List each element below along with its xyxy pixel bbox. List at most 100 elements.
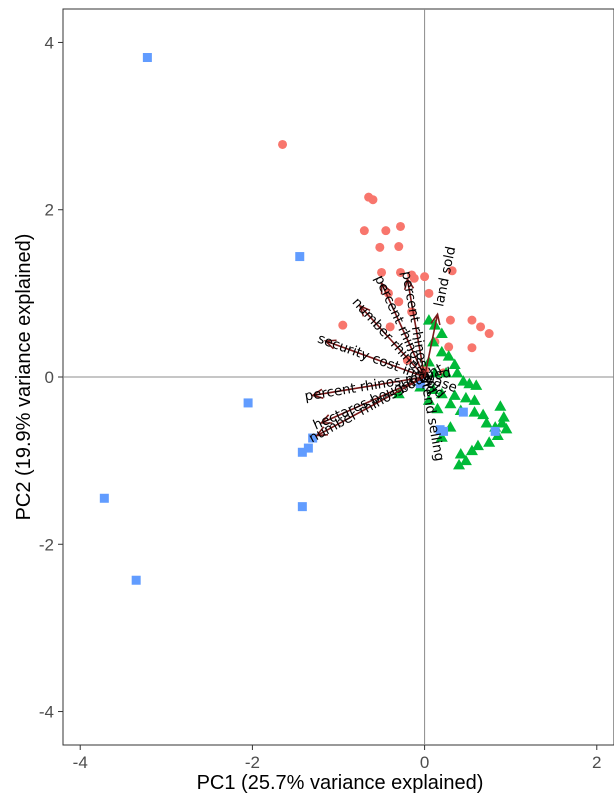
loading-vector-arrowhead: [380, 281, 391, 295]
loading-vector-line: [325, 340, 425, 378]
data-point-triangle: [392, 387, 405, 399]
data-point-circle: [394, 242, 404, 252]
data-point-triangle: [448, 358, 461, 369]
data-point-triangle: [444, 397, 457, 409]
data-point-triangle: [459, 454, 472, 466]
data-point-triangle: [463, 377, 476, 389]
data-point-triangle: [500, 422, 513, 434]
data-point-triangle: [442, 350, 455, 361]
data-point-triangle: [435, 387, 448, 399]
y-tick-label: -2: [39, 535, 54, 554]
data-point-circle: [402, 355, 412, 365]
data-point-triangle: [480, 417, 493, 428]
x-tick-label: -2: [245, 753, 260, 772]
data-point-triangle: [496, 417, 509, 428]
data-point-circle: [338, 320, 348, 330]
data-point-triangle: [427, 383, 440, 395]
data-point-circle: [375, 242, 385, 252]
data-point-triangle: [454, 447, 467, 459]
data-point-square: [295, 252, 305, 262]
data-point-square: [303, 443, 313, 453]
data-point-triangle: [468, 406, 481, 417]
x-axis-title: PC1 (25.7% variance explained): [197, 772, 484, 794]
data-point-triangle: [422, 355, 435, 367]
data-point-triangle: [448, 389, 461, 400]
data-point-triangle: [470, 379, 483, 390]
y-tick-label: -4: [39, 703, 54, 722]
zero-lines: [63, 9, 614, 745]
loading-vector-arrowhead: [403, 277, 415, 291]
data-point-circle: [394, 297, 404, 307]
data-point-square: [439, 426, 449, 436]
data-point-triangle: [428, 366, 441, 378]
data-point-triangle: [435, 431, 448, 442]
data-point-circle: [278, 139, 288, 149]
data-point-circle: [385, 322, 395, 332]
loading-vector-line: [320, 376, 425, 424]
loading-vector-arrowhead: [310, 388, 324, 399]
data-point-circle: [381, 226, 391, 236]
y-axis-title: PC2 (19.9% variance explained): [13, 234, 35, 521]
data-point-circle: [420, 272, 430, 282]
data-point-triangle: [422, 394, 435, 405]
data-point-circle: [359, 226, 369, 236]
data-point-triangle: [459, 391, 472, 403]
loading-vector-label: land sold: [431, 245, 459, 308]
data-point-circle: [476, 322, 486, 332]
data-point-square: [142, 53, 152, 63]
data-point-circle: [445, 315, 455, 325]
data-point-triangle: [468, 394, 481, 405]
data-point-square: [415, 379, 425, 389]
data-point-square: [308, 433, 318, 443]
loading-vector-arrowhead: [430, 312, 441, 326]
data-point-square: [131, 575, 141, 585]
data-point-circle: [444, 342, 454, 352]
data-point-circle: [383, 288, 393, 298]
data-point-triangle: [465, 444, 478, 456]
data-point-triangle: [427, 335, 440, 347]
data-point-square: [490, 426, 500, 436]
axis-ticks: -4 -2 0 2 4 2 0 -2 -4: [39, 33, 602, 772]
data-point-triangle: [483, 436, 496, 447]
data-point-square: [297, 447, 307, 457]
data-point-circle: [395, 221, 405, 231]
data-point-circle: [447, 266, 457, 276]
data-point-square: [458, 407, 468, 417]
data-point-circle: [467, 343, 477, 353]
loading-vector-line: [423, 314, 439, 378]
data-point-circle: [467, 315, 477, 325]
data-point-circle: [377, 267, 387, 277]
data-point-triangle: [451, 366, 464, 378]
data-point-triangle: [431, 402, 444, 414]
loading-vector-line: [359, 305, 426, 378]
loading-vector-arrowhead: [323, 339, 337, 350]
y-tick-label: 0: [45, 368, 54, 387]
y-tick-label: 2: [45, 201, 54, 220]
data-point-circle: [368, 195, 378, 205]
y-tick-label: 4: [45, 33, 54, 52]
data-point-square: [297, 502, 307, 512]
loading-vector-line: [316, 376, 425, 437]
loading-vector-line: [406, 279, 426, 378]
data-point-triangle: [435, 345, 448, 357]
x-tick-label: 0: [420, 753, 429, 772]
data-point-circle: [424, 288, 434, 298]
data-point-circle: [484, 329, 494, 339]
data-point-circle: [409, 273, 419, 283]
loading-vector-line: [312, 376, 425, 397]
loading-vector-arrowhead: [315, 426, 329, 437]
data-point-triangle: [453, 458, 466, 470]
data-point-triangle: [471, 439, 484, 451]
loading-vector-line: [380, 282, 426, 378]
data-point-triangle: [497, 411, 510, 422]
data-point-triangle: [494, 400, 507, 411]
x-tick-label: 2: [592, 753, 601, 772]
data-point-square: [243, 398, 253, 408]
data-point-triangle: [435, 327, 448, 339]
data-point-square: [99, 493, 109, 503]
data-points: [99, 53, 513, 585]
data-point-triangle: [477, 408, 490, 420]
data-point-triangle: [440, 366, 453, 378]
